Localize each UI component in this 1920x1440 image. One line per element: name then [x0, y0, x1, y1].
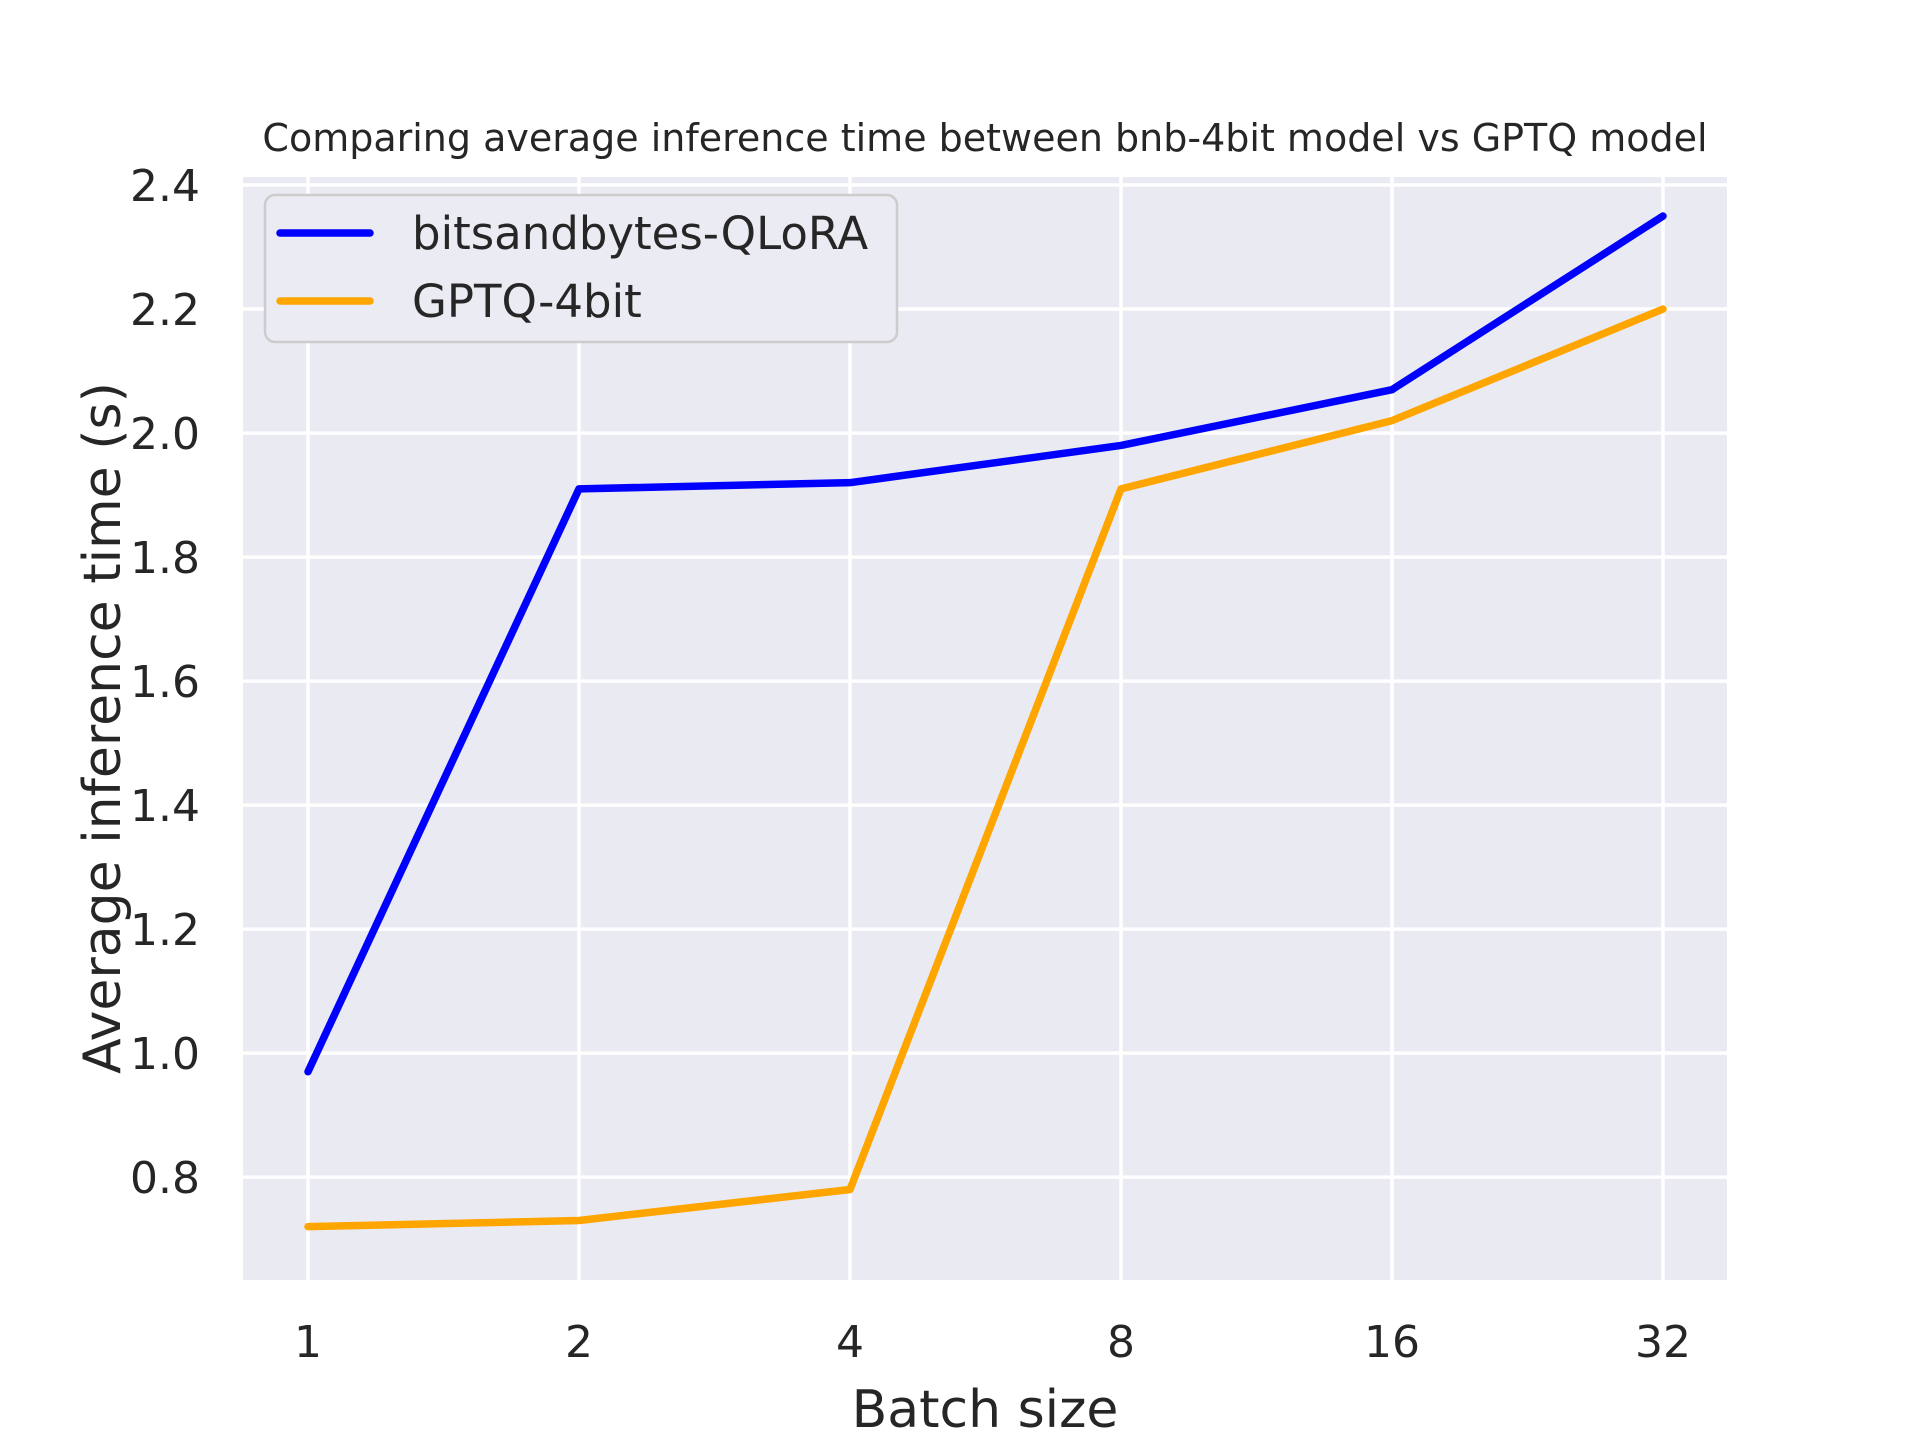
series-line-bitsandbytes-qlora	[304, 212, 1667, 1076]
y-tick-label: 2.0	[130, 409, 200, 460]
legend-box	[263, 193, 899, 344]
y-axis-label: Average inference time (s)	[73, 382, 133, 1074]
x-tick-label: 16	[1364, 1317, 1420, 1368]
chart-title: Comparing average inference time between…	[262, 116, 1707, 160]
y-tick-label: 1.6	[130, 657, 200, 708]
x-tick-label: 2	[565, 1317, 593, 1368]
legend-label-gptq-4bit: GPTQ-4bit	[412, 275, 642, 328]
plot-area	[243, 177, 1727, 1280]
x-tick-label: 8	[1107, 1317, 1135, 1368]
y-tick-label: 1.2	[130, 905, 200, 956]
y-tick-label: 1.4	[130, 781, 200, 832]
legend: bitsandbytes-QLoRA GPTQ-4bit	[263, 193, 899, 344]
legend-label-bitsandbytes-qlora: bitsandbytes-QLoRA	[412, 207, 868, 260]
x-tick-label: 4	[836, 1317, 864, 1368]
x-tick-labels: 1 2 4 8 16 32	[294, 1317, 1691, 1368]
y-tick-label: 2.4	[130, 161, 200, 212]
y-tick-label: 2.2	[130, 285, 200, 336]
y-tick-label: 1.0	[130, 1029, 200, 1080]
y-tick-labels: 0.8 1.0 1.2 1.4 1.6 1.8 2.0 2.2 2.4	[130, 161, 200, 1204]
y-tick-label: 1.8	[130, 533, 200, 584]
x-tick-label: 1	[294, 1317, 322, 1368]
x-axis-label: Batch size	[852, 1380, 1119, 1440]
series-group	[304, 212, 1667, 1231]
series-line-gptq-4bit	[304, 305, 1667, 1231]
x-tick-label: 32	[1635, 1317, 1691, 1368]
y-tick-label: 0.8	[130, 1153, 200, 1204]
